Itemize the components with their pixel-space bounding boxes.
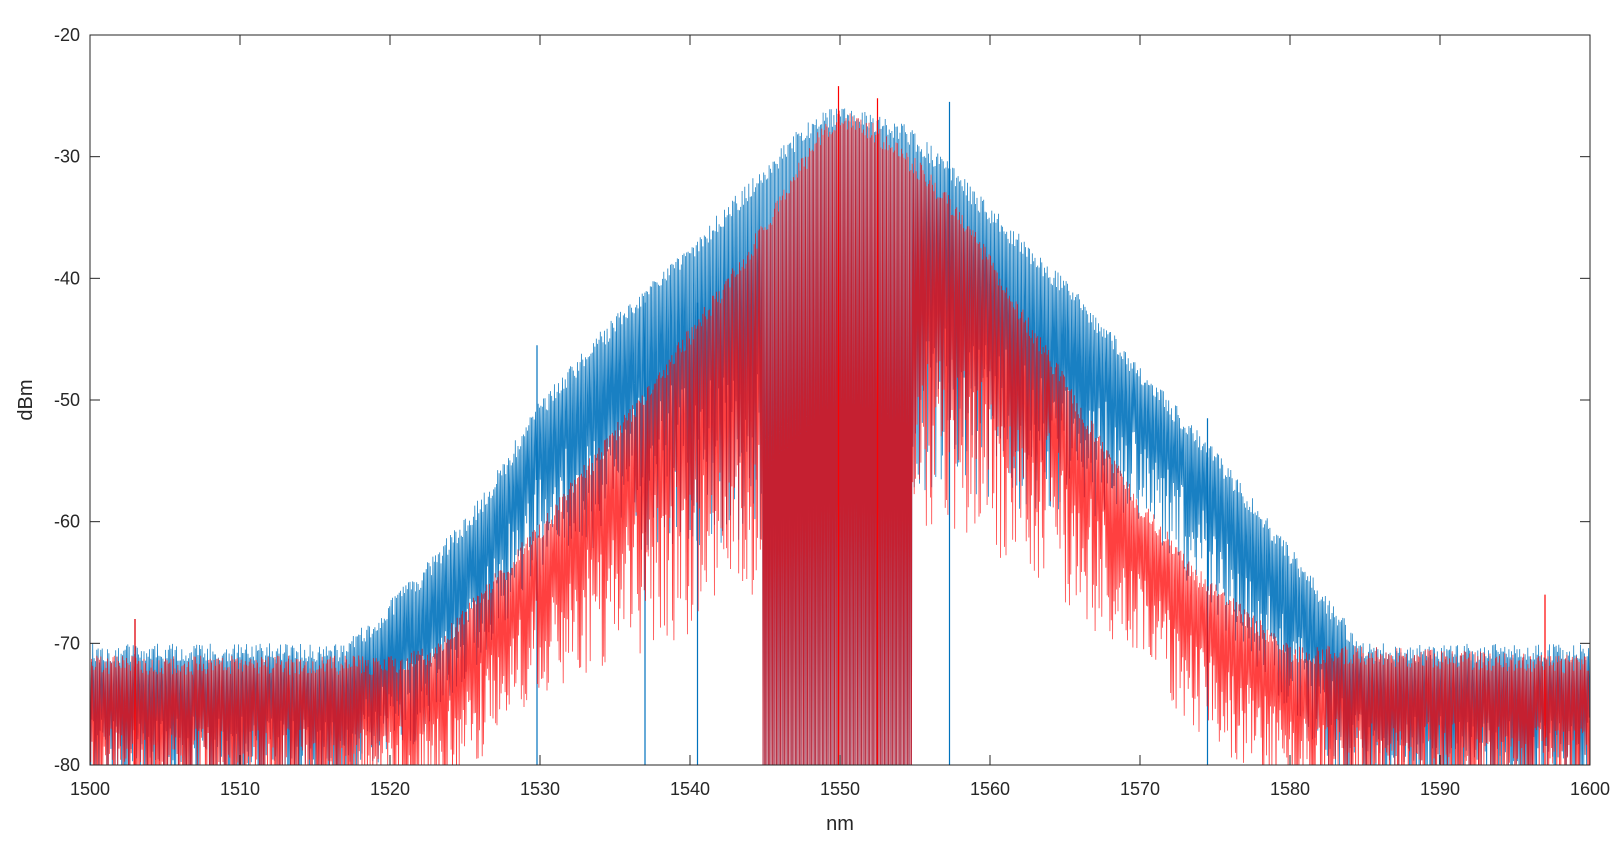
x-tick-label: 1540 <box>670 779 710 799</box>
x-tick-label: 1530 <box>520 779 560 799</box>
series-layer <box>90 86 1590 765</box>
x-tick-label: 1500 <box>70 779 110 799</box>
x-axis-title: nm <box>826 813 854 835</box>
x-tick-label: 1570 <box>1120 779 1160 799</box>
series-2-line <box>90 110 1590 765</box>
y-tick-label: -50 <box>54 390 80 410</box>
x-tick-label: 1510 <box>220 779 260 799</box>
x-tick-label: 1580 <box>1270 779 1310 799</box>
y-tick-label: -60 <box>54 512 80 532</box>
x-tick-label: 1560 <box>970 779 1010 799</box>
x-tick-label: 1550 <box>820 779 860 799</box>
y-tick-label: -70 <box>54 633 80 653</box>
y-tick-label: -80 <box>54 755 80 775</box>
x-tick-label: 1520 <box>370 779 410 799</box>
tick-layer: 1500 1510 1520 1530 1540 1550 1560 1570 1580 1590… <box>54 25 1610 799</box>
x-tick-label: 1600 <box>1570 779 1610 799</box>
y-tick-label: -30 <box>54 147 80 167</box>
y-tick-label: -40 <box>54 268 80 288</box>
y-axis-title: dBm <box>15 379 37 420</box>
x-tick-label: 1590 <box>1420 779 1460 799</box>
y-tick-label: -20 <box>54 25 80 45</box>
